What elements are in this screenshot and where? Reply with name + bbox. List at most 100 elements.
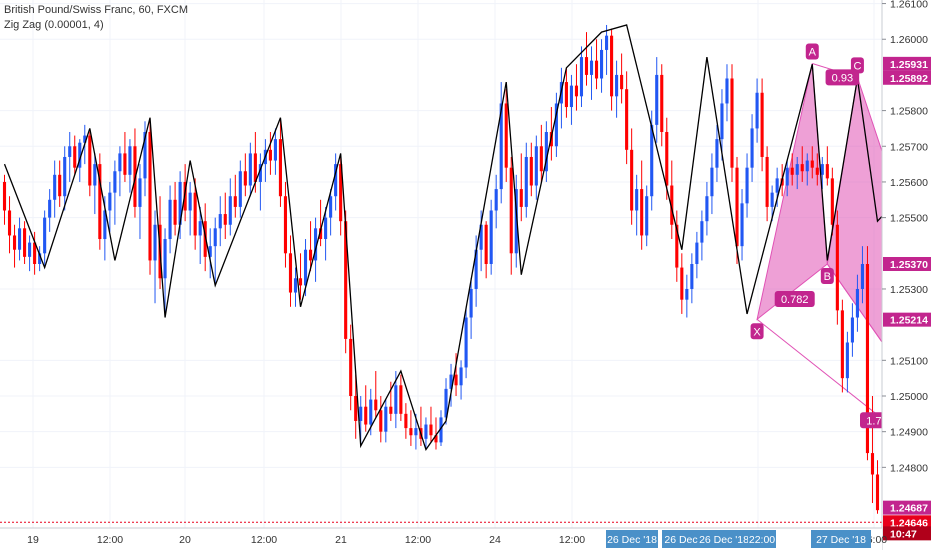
time-tick-label: 12:00 (97, 534, 123, 546)
candle-body (640, 189, 644, 236)
candle-body (579, 57, 584, 97)
candle-body (198, 221, 202, 236)
candle-body (760, 92, 764, 157)
time-axis[interactable]: 1912:002012:002112:002412:0012:0016:0026… (0, 527, 887, 550)
candle-body (519, 189, 523, 207)
candle-body (715, 139, 719, 168)
candle-body (735, 167, 739, 247)
candle-body (589, 60, 594, 75)
candle-body (775, 178, 779, 193)
price-badge-text: 10:47 (890, 528, 917, 540)
candle-body (298, 278, 303, 286)
candle-body (740, 203, 744, 247)
candle-body (349, 338, 353, 396)
price-badge-text: 1.25892 (890, 73, 928, 85)
candle-body (730, 78, 734, 168)
time-tick-label: 20 (179, 534, 191, 546)
time-tick-label: 12:00 (251, 534, 277, 546)
pattern-point-a: A (805, 43, 819, 60)
candle-body (399, 385, 403, 414)
candle-body (539, 146, 543, 172)
candle-body (660, 74, 664, 132)
candle-body (785, 167, 789, 186)
pattern-point-x: X (750, 323, 764, 340)
candle-body (203, 221, 207, 257)
price-badge-bg (883, 257, 931, 271)
pattern-point-a-text: A (809, 47, 817, 59)
candle-body (770, 192, 774, 207)
candle-body (389, 406, 393, 414)
candle-body (765, 156, 769, 207)
candle-body (293, 278, 298, 293)
candle-body (795, 164, 799, 175)
candle-body (303, 249, 308, 286)
price-badge-text: 1.25214 (890, 315, 928, 327)
candle-body (163, 239, 167, 279)
candle-body (283, 196, 288, 254)
price-tick-label: 1.26100 (890, 0, 928, 11)
candle-body (459, 367, 463, 386)
candle-body (479, 224, 483, 250)
candle-body (273, 139, 277, 161)
candle-body (464, 317, 468, 368)
price-badge-text: 1.25370 (890, 259, 928, 271)
candle-body (610, 35, 614, 97)
candle-body (18, 228, 22, 250)
candle-body (374, 399, 378, 411)
candle-body (584, 57, 589, 75)
time-tick-label: 12:00 (559, 534, 585, 546)
candle-body (344, 221, 348, 339)
candle-body (268, 149, 272, 161)
candle-body (860, 264, 864, 289)
candle-body (605, 35, 609, 50)
candle-body (384, 406, 388, 432)
candle-body (404, 413, 408, 429)
price-tick-label: 1.25100 (890, 355, 928, 367)
price-axis-bg (882, 0, 932, 550)
candle-body (78, 142, 82, 168)
candle-body (253, 153, 257, 182)
time-tick-label: 21 (335, 534, 347, 546)
indicator-title[interactable]: Zig Zag (0.00001, 4) (4, 19, 104, 31)
time-highlight-text: 27 Dec '18 (816, 534, 866, 546)
candle-body (750, 128, 754, 168)
candle-body (690, 264, 694, 289)
time-tick-label: 19 (27, 534, 39, 546)
time-highlight-bg (811, 530, 871, 548)
price-tick-label: 1.25600 (890, 177, 928, 189)
candle-body (354, 396, 358, 421)
candle-body (188, 192, 192, 211)
candle-body (394, 385, 398, 414)
symbol-title[interactable]: British Pound/Swiss Franc, 60, FXCM (4, 4, 189, 16)
candle-body (424, 424, 428, 439)
candle-body (544, 132, 548, 172)
candle-body (434, 435, 438, 443)
candle-body (33, 242, 37, 264)
candle-body (153, 224, 157, 261)
candle-body (148, 132, 152, 261)
price-badge: 1.25370 (883, 257, 931, 271)
candle-body (213, 228, 217, 247)
pattern-ratio-label-bg (774, 290, 815, 307)
time-tick-label: 24 (489, 534, 501, 546)
candle-body (278, 139, 283, 197)
candle-body (454, 374, 458, 386)
candle-body (339, 164, 343, 222)
candle-body (7, 210, 12, 236)
candle-body (228, 196, 232, 225)
candle-body (720, 103, 724, 140)
candle-body (790, 167, 794, 175)
candle-body (128, 146, 132, 175)
candle-body (820, 164, 824, 175)
candle-body (800, 164, 804, 172)
chart-grid (0, 0, 882, 528)
candle-body (825, 164, 829, 179)
candle-body (58, 174, 62, 197)
candle-body (449, 374, 453, 389)
candle-body (469, 288, 473, 318)
candle-body (208, 246, 212, 257)
candle-body (805, 160, 809, 172)
candle-body (685, 288, 689, 300)
price-axis[interactable]: 1.26100 1.26000 1.25800 1.25700 1.25600 1.255… (881, 0, 932, 550)
